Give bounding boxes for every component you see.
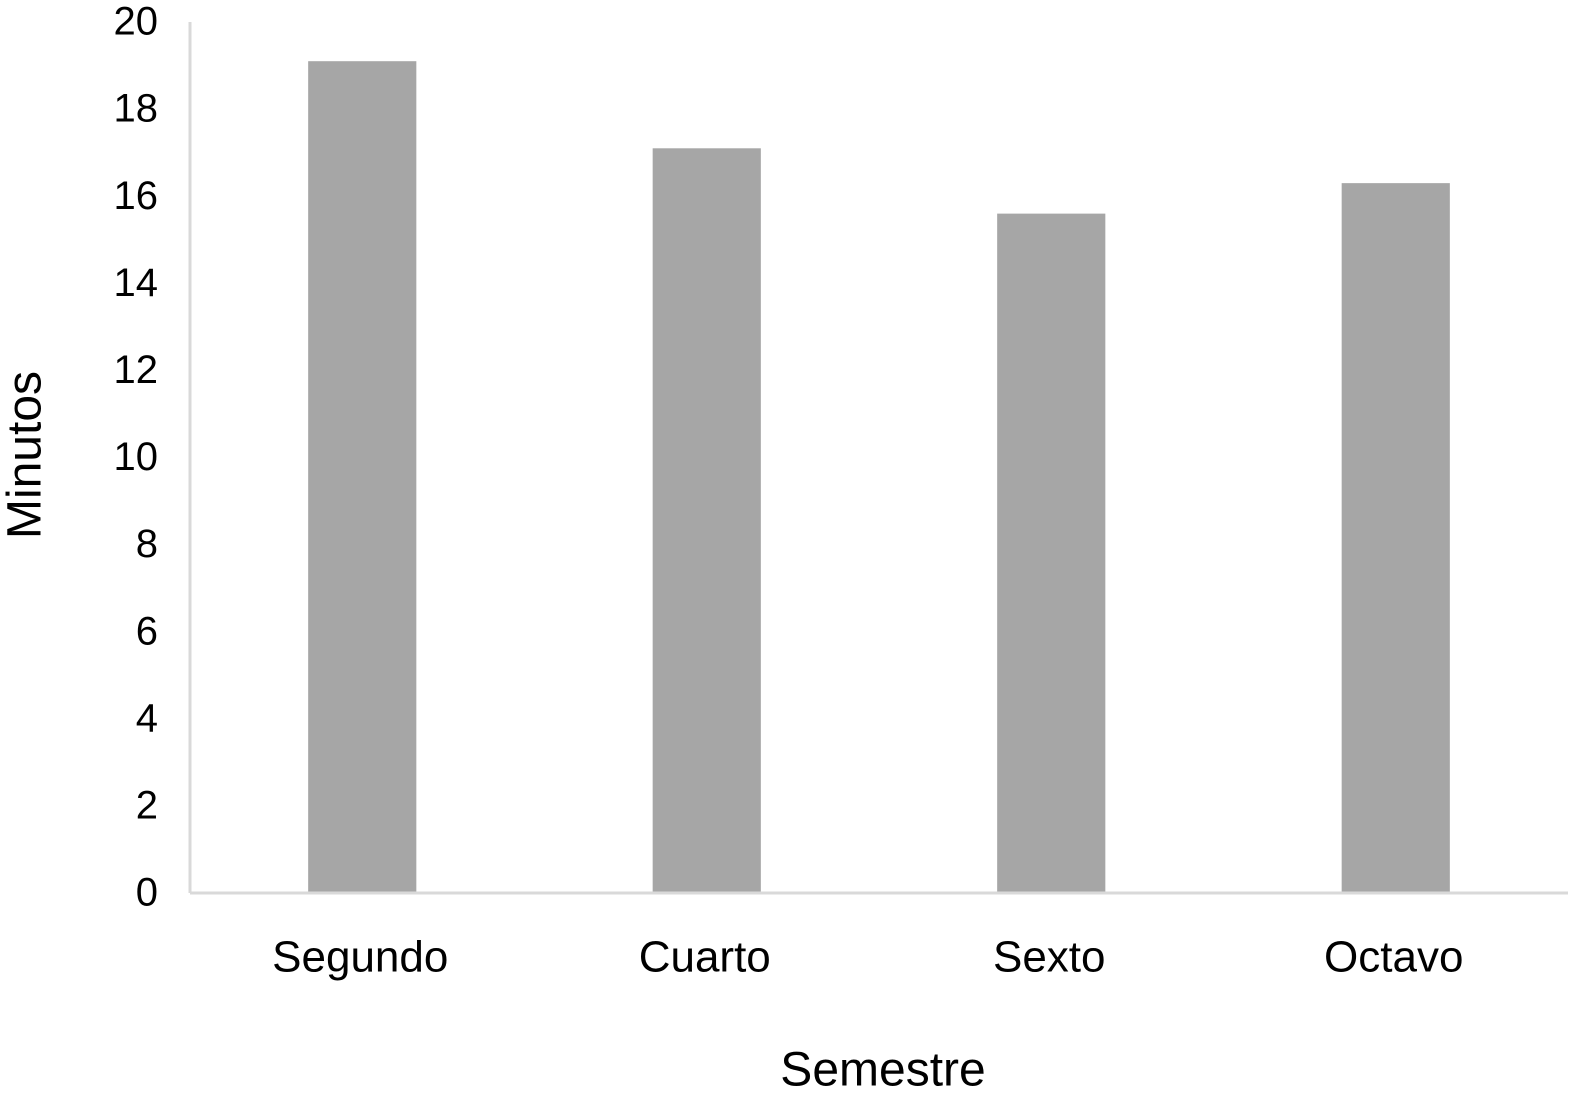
bar [1341,183,1450,893]
x-tick-label: Segundo [272,933,448,982]
x-tick-label: Cuarto [639,933,771,982]
y-tick-label: 8 [136,522,158,566]
bar [997,213,1106,893]
y-tick-label: 6 [136,609,158,653]
bar [308,61,417,893]
y-tick-label: 0 [136,871,158,915]
y-tick-label: 18 [114,87,159,131]
x-tick-label: Sexto [993,933,1106,982]
y-tick-label: 16 [114,174,159,218]
x-tick-label: Octavo [1324,933,1463,982]
bar [652,148,761,894]
y-tick-label: 12 [114,348,159,392]
y-tick-label: 20 [114,0,159,44]
y-axis-title: Minutos [0,371,52,539]
y-tick-label: 14 [114,261,159,305]
y-tick-label: 4 [136,696,158,740]
y-tick-label: 2 [136,783,158,827]
x-axis-title: Semestre [780,1044,985,1097]
y-tick-label: 10 [114,435,159,479]
